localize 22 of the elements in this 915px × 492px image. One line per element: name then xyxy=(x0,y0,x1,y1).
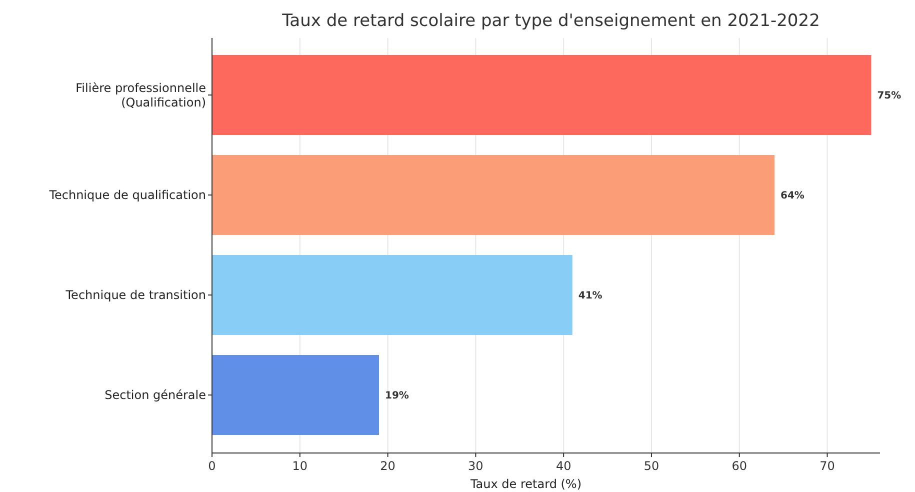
data-label: 75% xyxy=(877,90,902,102)
x-axis-title: Taux de retard (%) xyxy=(469,477,582,491)
x-tick-label: 40 xyxy=(556,459,572,473)
data-label: 19% xyxy=(385,390,409,402)
y-tick-label: Filière professionnelle (Qualification) xyxy=(76,81,206,110)
x-tick-label: 0 xyxy=(208,459,216,473)
bar xyxy=(212,55,872,135)
data-label: 64% xyxy=(780,190,804,202)
y-tick-label: Technique de transition xyxy=(64,288,206,302)
bar xyxy=(212,255,572,335)
x-tick-label: 60 xyxy=(732,459,748,473)
bar xyxy=(212,355,379,435)
y-tick-label: Section générale xyxy=(104,388,206,402)
data-label: 41% xyxy=(578,290,602,302)
chart-title: Taux de retard scolaire par type d'enseignement en 2021-2022 xyxy=(281,11,820,31)
x-tick-label: 30 xyxy=(468,459,484,473)
x-tick-label: 50 xyxy=(644,459,660,473)
x-tick-label: 10 xyxy=(292,459,308,473)
bar xyxy=(212,155,775,235)
x-tick-label: 20 xyxy=(380,459,396,473)
x-tick-label: 70 xyxy=(820,459,835,473)
y-tick-label: Technique de qualification xyxy=(48,188,206,202)
